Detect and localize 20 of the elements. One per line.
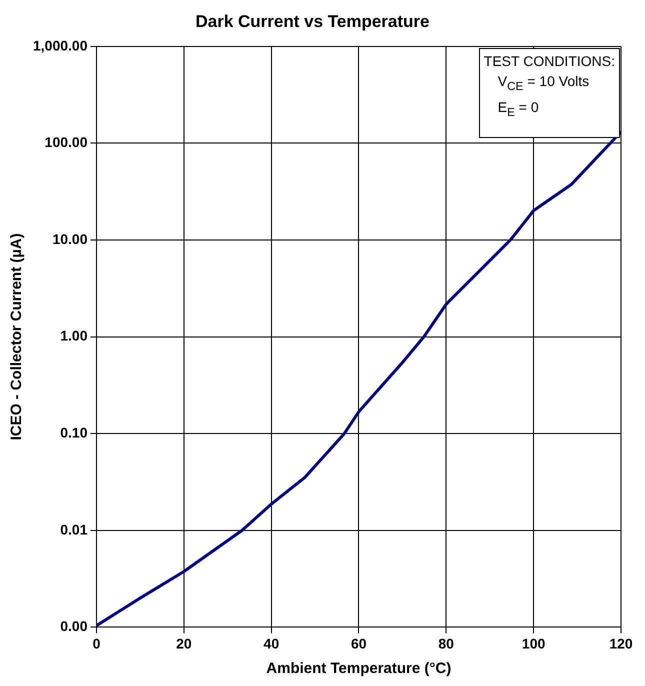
y-tick-label: 0.00 <box>60 618 88 634</box>
y-tick-label: 0.01 <box>60 521 88 538</box>
x-tick-label: 120 <box>609 635 633 652</box>
y-tick-label: 1.00 <box>60 328 88 344</box>
y-axis-title: ICEO - Collector Current (µA) <box>8 233 26 440</box>
y-tick-label: 1,000.00 <box>32 37 88 54</box>
y-tick-label: 0.10 <box>60 424 88 440</box>
chart-title: Dark Current vs Temperature <box>196 12 430 31</box>
y-tick-label: 10.00 <box>52 230 88 247</box>
annotation: TEST CONDITIONS: <box>484 52 615 72</box>
x-tick-label: 20 <box>176 635 192 652</box>
x-tick-label: 0 <box>92 635 101 652</box>
annotation: E$_{E}$ = 0 <box>496 98 540 121</box>
x-tick-label: 100 <box>522 635 546 652</box>
x-tick-label: 40 <box>264 635 280 652</box>
x-tick-label: 60 <box>350 635 367 652</box>
annotation: V$_{CE}$ = 10 Volts <box>496 72 590 96</box>
x-axis-title: Ambient Temperature (°C) <box>266 660 452 678</box>
y-tick-label: 100.00 <box>44 134 88 150</box>
x-tick-label: 80 <box>438 635 454 652</box>
